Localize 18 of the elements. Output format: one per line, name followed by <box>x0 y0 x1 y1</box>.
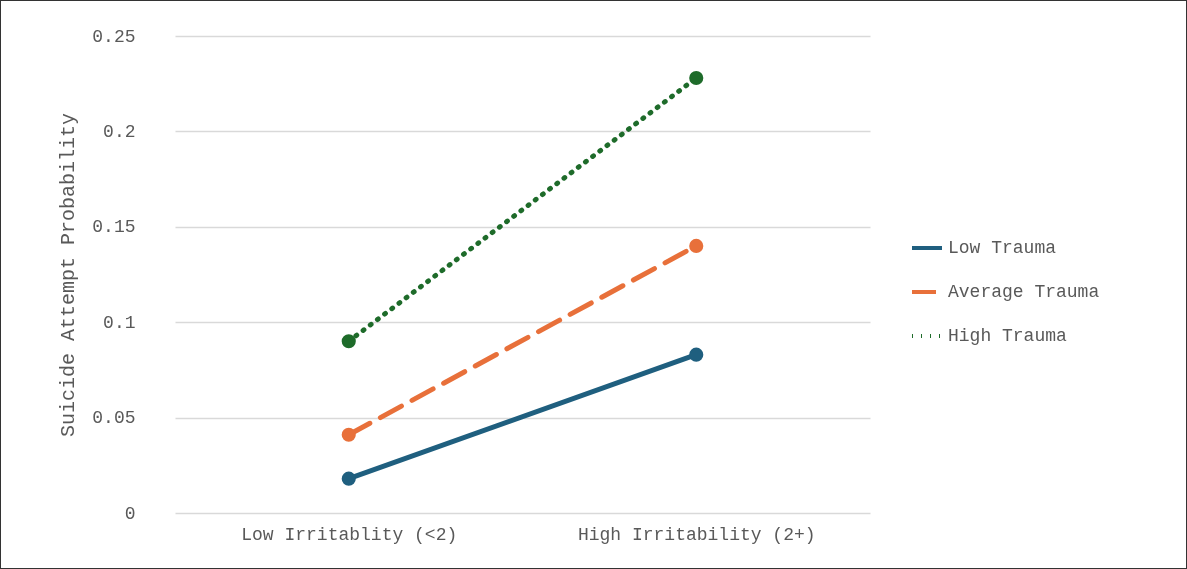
y-tick-label: 0.25 <box>92 26 136 47</box>
y-tick-label: 0.1 <box>103 312 136 333</box>
legend-label: Average Trauma <box>948 282 1100 302</box>
y-tick-label: 0.2 <box>103 121 136 142</box>
y-axis-title: Suicide Attempt Probability <box>57 112 81 438</box>
y-tick-label: 0.15 <box>92 217 136 238</box>
point <box>689 347 704 362</box>
legend-label: High Trauma <box>948 326 1068 346</box>
point <box>689 238 704 253</box>
y-tick-label: 0 <box>124 503 136 524</box>
point <box>341 427 356 442</box>
x-tick-label: High Irritability (2+) <box>577 524 816 545</box>
point <box>689 70 704 86</box>
point <box>341 471 356 486</box>
legend-label: Low Trauma <box>948 238 1057 258</box>
y-tick-label: 0.05 <box>92 408 136 429</box>
x-tick-label: Low Irritablity (<2) <box>241 524 458 545</box>
point <box>341 334 356 349</box>
